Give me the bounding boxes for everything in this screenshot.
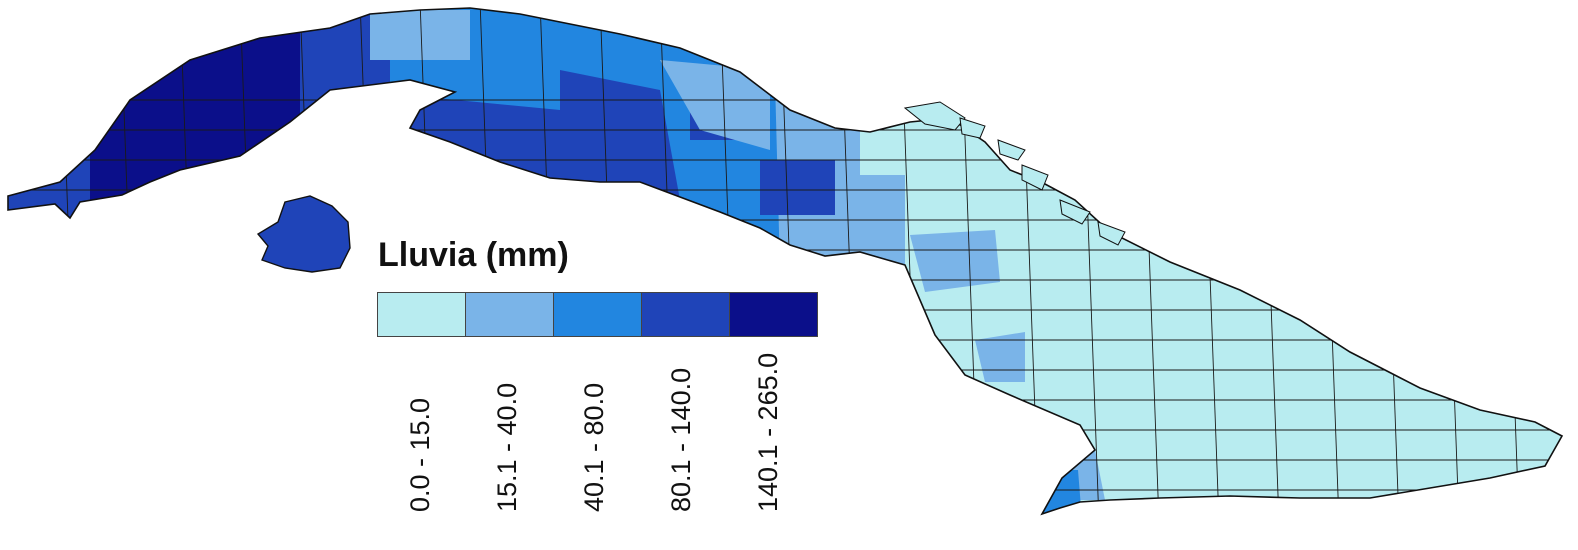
isla-de-la-juventud	[256, 195, 351, 273]
legend-label-2: 15.1 - 40.0	[492, 382, 522, 512]
legend-swatch-1	[378, 293, 466, 336]
key-island	[1059, 199, 1091, 225]
legend-label-3: 40.1 - 80.0	[579, 382, 609, 512]
legend-swatch-5	[730, 293, 817, 336]
region-fill	[405, 95, 560, 190]
key-island	[903, 101, 966, 131]
region-fill	[975, 332, 1025, 382]
key-island	[959, 117, 986, 139]
region-fill	[370, 10, 470, 60]
region-fill	[910, 230, 1000, 292]
legend-label-5: 140.1 - 265.0	[753, 352, 783, 512]
legend-label-1: 0.0 - 15.0	[405, 397, 435, 512]
legend-label-4: 80.1 - 140.0	[666, 367, 696, 512]
region-fill	[90, 30, 300, 210]
region-fill	[760, 160, 835, 215]
legend-color-bar	[377, 292, 818, 337]
region-fill	[560, 70, 680, 200]
region-fill	[660, 60, 770, 150]
key-island	[997, 139, 1026, 161]
legend-swatch-4	[642, 293, 730, 336]
legend-title: Lluvia (mm)	[378, 236, 569, 274]
key-island	[1097, 221, 1126, 246]
legend-swatch-2	[466, 293, 554, 336]
legend-swatch-3	[554, 293, 642, 336]
key-island	[1021, 164, 1049, 191]
region-fill	[860, 120, 905, 175]
